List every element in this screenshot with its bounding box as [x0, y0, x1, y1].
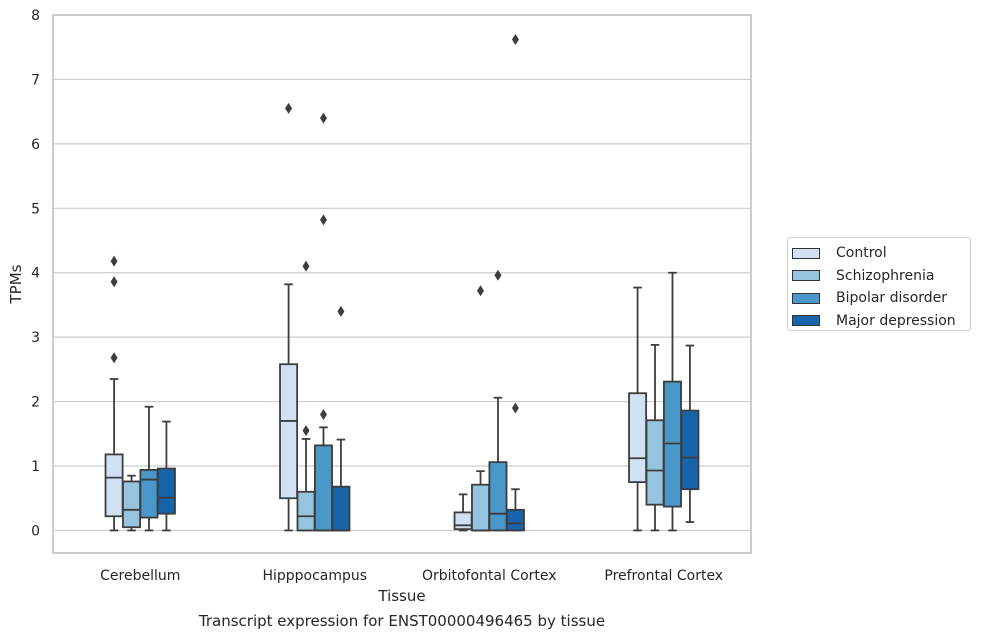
y-tick-label: 7	[31, 72, 40, 88]
iqr-box	[104, 453, 124, 518]
y-axis-label: TPMs	[7, 264, 25, 304]
iqr-box	[296, 490, 316, 532]
legend-item: Major depression	[788, 310, 970, 333]
iqr-box	[279, 363, 299, 500]
x-tick-label: Prefrontal Cortex	[604, 568, 723, 584]
y-tick-label: 5	[31, 201, 40, 217]
iqr-box	[122, 480, 141, 529]
boxes	[104, 33, 700, 532]
outlier-point	[511, 402, 519, 414]
y-tick-label: 0	[31, 523, 40, 539]
plot-frame	[52, 14, 752, 554]
box-schizophrenia	[645, 343, 665, 532]
legend-swatch	[792, 270, 820, 282]
outlier-point	[337, 305, 345, 317]
box-control	[279, 102, 299, 532]
iqr-box	[505, 508, 525, 532]
box-control	[628, 286, 648, 532]
outlier-point	[110, 276, 118, 288]
iqr-box	[331, 485, 351, 532]
x-axis-label: Tissue	[377, 587, 425, 605]
legend: Control Schizophrenia Bipolar disorder Majo…	[787, 237, 971, 331]
grid-lines	[53, 78, 751, 532]
box-schizophrenia	[122, 474, 141, 532]
box-control	[453, 493, 473, 532]
box-bipolar-disorder	[314, 112, 333, 532]
outlier-point	[302, 425, 310, 437]
legend-swatch	[792, 247, 820, 259]
y-tick-label: 3	[31, 330, 40, 346]
legend-label: Control	[836, 245, 887, 262]
box-schizophrenia	[471, 285, 490, 532]
outlier-point	[511, 33, 519, 45]
outlier-point	[285, 102, 293, 114]
box-bipolar-disorder	[663, 271, 682, 532]
legend-item: Control	[788, 242, 970, 265]
y-tick-labels: 0 1 2 3 4 5 6 7 8	[31, 8, 40, 539]
iqr-box	[139, 468, 159, 519]
y-tick-label: 4	[31, 266, 40, 282]
outlier-point	[477, 285, 485, 297]
iqr-box	[453, 511, 473, 531]
outlier-point	[494, 269, 502, 281]
legend-swatch	[792, 292, 820, 304]
y-tick-label: 8	[31, 8, 40, 24]
legend-label: Bipolar disorder	[836, 290, 948, 307]
y-tick-label: 2	[31, 395, 40, 411]
outlier-point	[110, 352, 118, 364]
x-tick-label: Hipppocampus	[262, 568, 367, 584]
legend-label: Major depression	[836, 312, 956, 329]
iqr-box	[645, 419, 665, 506]
iqr-box	[680, 409, 700, 491]
outlier-point	[319, 112, 327, 124]
iqr-box	[628, 392, 648, 484]
outlier-point	[110, 255, 118, 267]
box-schizophrenia	[296, 260, 316, 532]
box-major-depression	[156, 420, 176, 532]
iqr-box	[156, 467, 176, 515]
box-major-depression	[505, 33, 525, 532]
iqr-box	[314, 444, 333, 532]
y-tick-label: 1	[31, 459, 40, 475]
x-tick-labels: Cerebellum Hipppocampus Orbitofontal Corte…	[100, 568, 723, 584]
legend-label: Schizophrenia	[836, 267, 935, 284]
box-control	[104, 255, 124, 532]
x-tick-label: Orbitofontal Cortex	[422, 568, 557, 584]
box-major-depression	[331, 305, 351, 532]
x-tick-label: Cerebellum	[100, 568, 180, 584]
box-bipolar-disorder	[488, 269, 508, 532]
iqr-box	[471, 483, 490, 532]
box-major-depression	[680, 344, 700, 523]
iqr-box	[488, 461, 508, 532]
y-tick-label: 6	[31, 137, 40, 153]
legend-swatch	[792, 315, 820, 327]
legend-item: Schizophrenia	[788, 265, 970, 288]
outlier-point	[319, 408, 327, 420]
box-bipolar-disorder	[139, 405, 159, 532]
outlier-point	[319, 214, 327, 226]
legend-item: Bipolar disorder	[788, 287, 970, 310]
chart-caption: Transcript expression for ENST0000049646…	[198, 612, 606, 630]
outlier-point	[302, 260, 310, 272]
